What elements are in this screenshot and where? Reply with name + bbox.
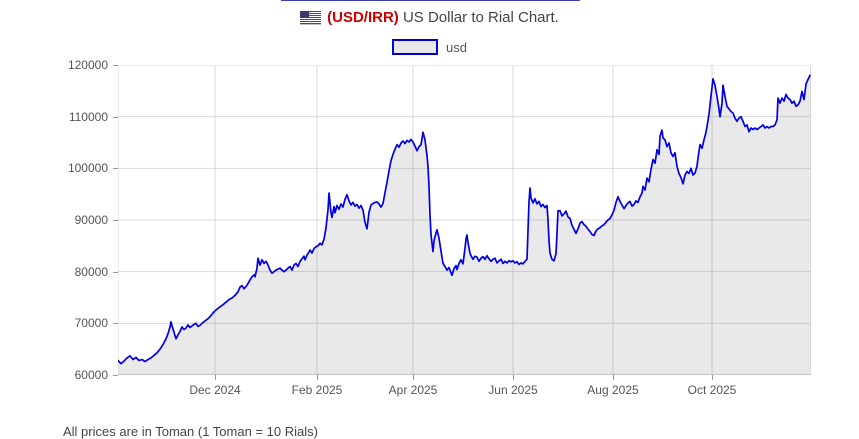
usd-price-chart <box>118 65 811 375</box>
x-tick-label: Oct 2025 <box>687 383 737 397</box>
y-tick-label: 100000 <box>67 161 108 176</box>
usd-area-fill <box>118 75 810 375</box>
y-tick-label: 110000 <box>68 109 108 124</box>
y-tick-label: 60000 <box>74 368 108 382</box>
y-tick-mark <box>113 375 118 376</box>
chart-title: (USD/IRR) US Dollar to Rial Chart. <box>0 9 859 26</box>
usd-price-line <box>118 75 810 363</box>
y-tick-mark <box>113 116 118 118</box>
flag-canton <box>300 11 310 18</box>
us-flag-icon <box>300 11 322 24</box>
y-tick-mark <box>113 271 118 273</box>
y-tick-mark <box>113 168 118 170</box>
title-currency-pair: (USD/IRR) <box>327 9 399 26</box>
plot-area <box>118 65 811 375</box>
x-tick-mark <box>317 375 318 380</box>
x-tick-mark <box>513 375 514 380</box>
legend-label[interactable]: usd <box>446 39 467 55</box>
legend-swatch[interactable] <box>392 39 439 55</box>
x-tick-label: Aug 2025 <box>587 383 639 397</box>
x-tick-mark <box>215 375 216 380</box>
y-tick-mark <box>113 323 118 325</box>
y-tick-mark <box>113 220 118 221</box>
x-tick-mark <box>712 375 713 380</box>
title-text: US Dollar to Rial Chart. <box>398 9 559 26</box>
y-tick-label: 120000 <box>67 58 108 72</box>
top-border-line <box>281 0 580 1</box>
x-tick-mark <box>413 375 414 380</box>
x-tick-label: Jun 2025 <box>488 383 538 397</box>
y-tick-mark <box>113 65 118 66</box>
y-tick-label: 90000 <box>74 213 108 227</box>
x-tick-mark <box>613 375 614 380</box>
x-tick-label: Dec 2024 <box>189 383 241 397</box>
x-tick-label: Apr 2025 <box>388 383 438 397</box>
legend[interactable]: usd <box>0 38 859 56</box>
footer-note: All prices are in Toman (1 Toman = 10 Ri… <box>63 424 318 439</box>
y-tick-label: 70000 <box>74 316 108 331</box>
x-tick-label: Feb 2025 <box>291 383 343 397</box>
y-tick-label: 80000 <box>74 264 108 279</box>
